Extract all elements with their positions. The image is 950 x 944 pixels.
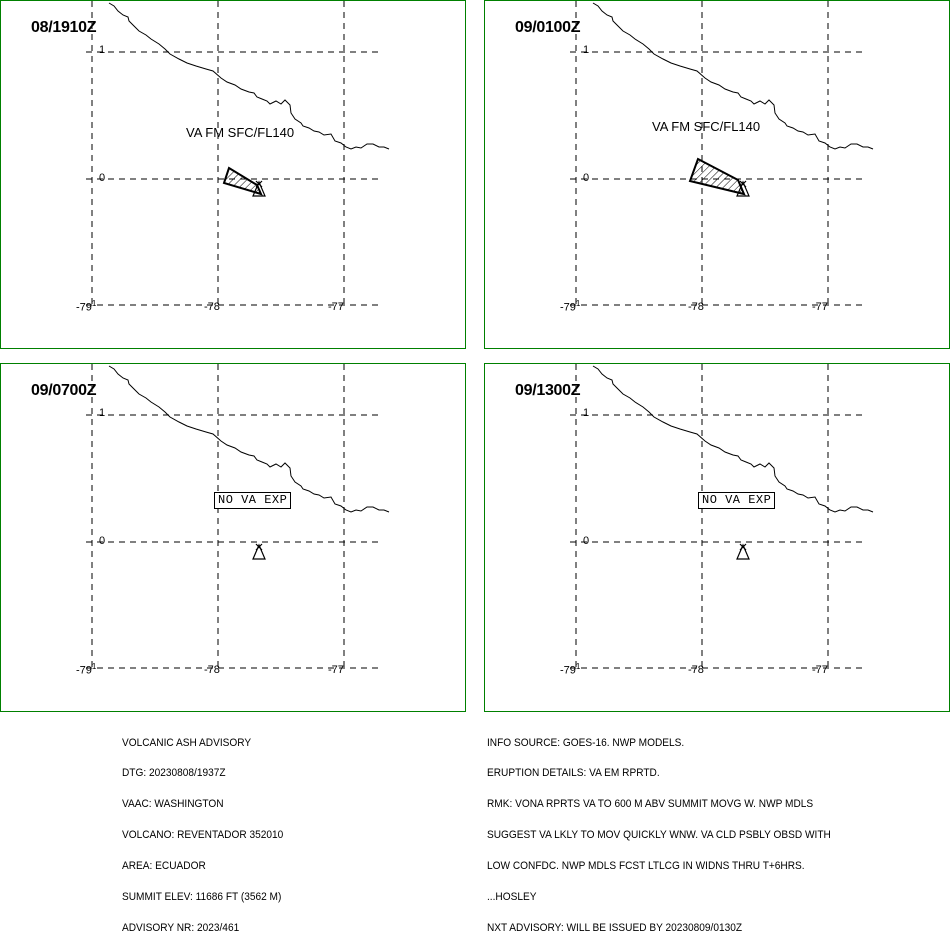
map-graphics: [86, 364, 390, 669]
lat-label-0: 0: [583, 172, 590, 184]
advisory-line: VOLCANIC ASH ADVISORY: [122, 736, 252, 749]
advisory-header-text: VOLCANIC ASH ADVISORY DTG: 20230808/1937…: [122, 717, 283, 944]
advisory-remarks-text: INFO SOURCE: GOES-16. NWP MODELS. ERUPTI…: [487, 717, 831, 944]
lon-label-minus79: -791: [560, 662, 581, 677]
map-panel-4: 09/1300Z NO VA EXP 1 0 -791 -78 -77: [484, 363, 950, 712]
map-graphics: [570, 1, 874, 306]
volcano-symbol: [736, 180, 750, 197]
advisory-line: NXT ADVISORY: WILL BE ISSUED BY 20230809…: [487, 921, 743, 934]
forecast-time-label: 09/1300Z: [515, 382, 581, 399]
coastline: [108, 2, 390, 150]
ash-altitude-label: VA FM SFC/FL140: [652, 119, 761, 134]
coastline: [592, 365, 874, 513]
lon-label-minus77: -77: [328, 664, 344, 676]
volcano-symbol: [252, 180, 266, 197]
forecast-time-label: 08/1910Z: [31, 19, 97, 36]
advisory-line: AREA: ECUADOR: [122, 860, 206, 873]
graticule-lines: [570, 1, 865, 306]
forecast-time-label: 09/0100Z: [515, 19, 581, 36]
forecast-time-label: 09/0700Z: [31, 382, 97, 399]
ash-polygon: [222, 166, 263, 196]
lon-label-minus79: -791: [76, 299, 97, 314]
lon-label-minus78: -78: [688, 664, 704, 676]
lat-label-1: 1: [583, 407, 590, 419]
graticule-lines: [570, 364, 865, 669]
lat-label-1: 1: [99, 407, 106, 419]
lat-label-0: 0: [99, 172, 106, 184]
volcano-symbol: [252, 543, 266, 560]
advisory-line: INFO SOURCE: GOES-16. NWP MODELS.: [487, 736, 685, 749]
lat-label-1: 1: [583, 44, 590, 56]
map-panel-3: 09/0700Z NO VA EXP 1 0 -791 -78 -77: [0, 363, 466, 712]
map-graphics: [570, 364, 874, 669]
advisory-line: LOW CONFDC. NWP MDLS FCST LTLCG IN WIDNS…: [487, 860, 805, 873]
map-graphics: [86, 1, 390, 306]
graticule-lines: [86, 364, 381, 669]
lon-label-minus77: -77: [328, 301, 344, 313]
coastline: [592, 2, 874, 150]
advisory-line: DTG: 20230808/1937Z: [122, 767, 226, 780]
advisory-line: ...HOSLEY: [487, 891, 537, 904]
advisory-line: RMK: VONA RPRTS VA TO 600 M ABV SUMMIT M…: [487, 798, 814, 811]
volcano-symbol: [736, 543, 750, 560]
graticule-lines: [86, 1, 381, 306]
no-ash-expected-box: NO VA EXP: [698, 492, 776, 509]
advisory-line: SUMMIT ELEV: 11686 FT (3562 M): [122, 891, 282, 904]
advisory-line: SUGGEST VA LKLY TO MOV QUICKLY WNW. VA C…: [487, 829, 831, 842]
lon-label-minus79: -791: [76, 662, 97, 677]
lat-label-1: 1: [99, 44, 106, 56]
ash-altitude-label: VA FM SFC/FL140: [186, 125, 295, 140]
advisory-line: VOLCANO: REVENTADOR 352010: [122, 829, 284, 842]
lon-label-minus78: -78: [204, 301, 220, 313]
advisory-line: ADVISORY NR: 2023/461: [122, 921, 240, 934]
coastline: [108, 365, 390, 513]
lon-label-minus77: -77: [812, 664, 828, 676]
lon-label-minus78: -78: [688, 301, 704, 313]
lon-label-minus78: -78: [204, 664, 220, 676]
no-ash-expected-box: NO VA EXP: [214, 492, 292, 509]
lat-label-0: 0: [99, 535, 106, 547]
lon-label-minus77: -77: [812, 301, 828, 313]
ash-polygon: [688, 157, 746, 196]
lat-label-0: 0: [583, 535, 590, 547]
advisory-line: VAAC: WASHINGTON: [122, 798, 224, 811]
map-panel-2: 09/0100Z VA FM SFC/FL140 1 0 -791 -78 -7…: [484, 0, 950, 349]
map-panel-1: 08/1910Z VA FM SFC/FL140 1 0 -791 -78 -7…: [0, 0, 466, 349]
advisory-line: ERUPTION DETAILS: VA EM RPRTD.: [487, 767, 660, 780]
lon-label-minus79: -791: [560, 299, 581, 314]
